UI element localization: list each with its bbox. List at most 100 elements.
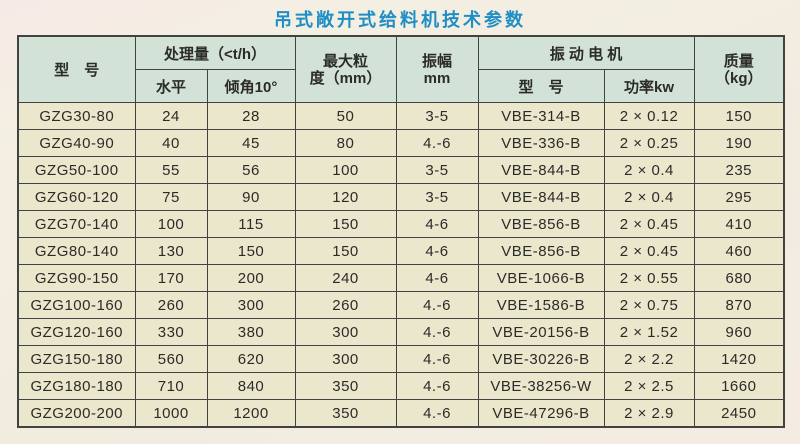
cell-amplitude: 4.-6 bbox=[395, 129, 479, 157]
spec-table: 型 号 处理量（<t/h） 最大粒 度（mm） 振幅 mm 振 动 电 机 质量… bbox=[17, 35, 786, 428]
header-capacity-horizontal: 水平 bbox=[134, 69, 208, 103]
table-row: GZG100-160 260 300 260 4.-6 VBE-1586-B 2… bbox=[17, 291, 785, 319]
cell-mass: 460 bbox=[693, 237, 785, 265]
table-row: GZG80-140 130 150 150 4-6 VBE-856-B 2 × … bbox=[17, 237, 785, 265]
cell-model: GZG70-140 bbox=[17, 210, 136, 238]
cell-mass: 2450 bbox=[693, 399, 785, 428]
cell-capacity-incline: 300 bbox=[206, 291, 296, 319]
header-motor-model: 型 号 bbox=[477, 69, 605, 103]
cell-motor-power: 2 × 0.25 bbox=[603, 129, 695, 157]
cell-model: GZG80-140 bbox=[17, 237, 136, 265]
cell-model: GZG90-150 bbox=[17, 264, 136, 292]
cell-motor-model: VBE-856-B bbox=[477, 210, 605, 238]
cell-mass: 1420 bbox=[693, 345, 785, 373]
cell-motor-model: VBE-844-B bbox=[477, 156, 605, 184]
cell-motor-power: 2 × 0.55 bbox=[603, 264, 695, 292]
cell-amplitude: 4-6 bbox=[395, 264, 479, 292]
cell-motor-power: 2 × 0.4 bbox=[603, 156, 695, 184]
header-motor-power: 功率kw bbox=[603, 69, 695, 103]
cell-amplitude: 3-5 bbox=[395, 156, 479, 184]
cell-capacity-horizontal: 260 bbox=[134, 291, 208, 319]
cell-amplitude: 4.-6 bbox=[395, 318, 479, 346]
cell-motor-model: VBE-38256-W bbox=[477, 372, 605, 400]
header-model: 型 号 bbox=[17, 35, 136, 103]
cell-capacity-incline: 150 bbox=[206, 237, 296, 265]
header-max-size: 最大粒 度（mm） bbox=[294, 35, 397, 103]
cell-motor-power: 2 × 0.75 bbox=[603, 291, 695, 319]
cell-max-size: 150 bbox=[294, 210, 397, 238]
cell-motor-power: 2 × 0.4 bbox=[603, 183, 695, 211]
cell-max-size: 80 bbox=[294, 129, 397, 157]
cell-motor-model: VBE-20156-B bbox=[477, 318, 605, 346]
cell-capacity-horizontal: 560 bbox=[134, 345, 208, 373]
header-mass-line1: 质量 bbox=[723, 52, 754, 70]
cell-capacity-incline: 840 bbox=[206, 372, 296, 400]
cell-amplitude: 4-6 bbox=[395, 237, 479, 265]
cell-motor-model: VBE-844-B bbox=[477, 183, 605, 211]
cell-capacity-incline: 90 bbox=[206, 183, 296, 211]
cell-amplitude: 4.-6 bbox=[395, 345, 479, 373]
cell-max-size: 350 bbox=[294, 372, 397, 400]
cell-model: GZG100-160 bbox=[17, 291, 136, 319]
cell-capacity-incline: 1200 bbox=[206, 399, 296, 428]
cell-max-size: 240 bbox=[294, 264, 397, 292]
cell-model: GZG200-200 bbox=[17, 399, 136, 428]
cell-capacity-horizontal: 710 bbox=[134, 372, 208, 400]
cell-motor-model: VBE-336-B bbox=[477, 129, 605, 157]
cell-amplitude: 4.-6 bbox=[395, 291, 479, 319]
table-row: GZG200-200 1000 1200 350 4.-6 VBE-47296-… bbox=[17, 399, 785, 428]
cell-capacity-horizontal: 40 bbox=[134, 129, 208, 157]
table-row: GZG150-180 560 620 300 4.-6 VBE-30226-B … bbox=[17, 345, 785, 373]
cell-motor-power: 2 × 1.52 bbox=[603, 318, 695, 346]
cell-amplitude: 4.-6 bbox=[395, 372, 479, 400]
header-amplitude-line1: 振幅 bbox=[421, 52, 452, 70]
cell-motor-power: 2 × 0.45 bbox=[603, 210, 695, 238]
cell-motor-model: VBE-1586-B bbox=[477, 291, 605, 319]
cell-motor-power: 2 × 2.2 bbox=[603, 345, 695, 373]
cell-motor-model: VBE-856-B bbox=[477, 237, 605, 265]
table-row: GZG30-80 24 28 50 3-5 VBE-314-B 2 × 0.12… bbox=[17, 102, 785, 130]
cell-capacity-incline: 115 bbox=[206, 210, 296, 238]
cell-amplitude: 4-6 bbox=[395, 210, 479, 238]
cell-capacity-horizontal: 330 bbox=[134, 318, 208, 346]
cell-max-size: 50 bbox=[294, 102, 397, 130]
cell-capacity-horizontal: 55 bbox=[134, 156, 208, 184]
cell-max-size: 260 bbox=[294, 291, 397, 319]
cell-capacity-horizontal: 170 bbox=[134, 264, 208, 292]
cell-model: GZG50-100 bbox=[17, 156, 136, 184]
cell-capacity-horizontal: 100 bbox=[134, 210, 208, 238]
cell-model: GZG120-160 bbox=[17, 318, 136, 346]
header-capacity-incline: 倾角10° bbox=[206, 69, 296, 103]
cell-motor-power: 2 × 2.5 bbox=[603, 372, 695, 400]
cell-max-size: 150 bbox=[294, 237, 397, 265]
cell-motor-model: VBE-314-B bbox=[477, 102, 605, 130]
cell-max-size: 350 bbox=[294, 399, 397, 428]
table-header: 型 号 处理量（<t/h） 最大粒 度（mm） 振幅 mm 振 动 电 机 质量… bbox=[17, 35, 785, 103]
cell-mass: 410 bbox=[693, 210, 785, 238]
cell-capacity-horizontal: 75 bbox=[134, 183, 208, 211]
cell-mass: 680 bbox=[693, 264, 785, 292]
table-row: GZG90-150 170 200 240 4-6 VBE-1066-B 2 ×… bbox=[17, 264, 785, 292]
table-body: GZG30-80 24 28 50 3-5 VBE-314-B 2 × 0.12… bbox=[17, 102, 785, 428]
cell-mass: 1660 bbox=[693, 372, 785, 400]
cell-capacity-incline: 45 bbox=[206, 129, 296, 157]
cell-capacity-horizontal: 130 bbox=[134, 237, 208, 265]
cell-mass: 960 bbox=[693, 318, 785, 346]
cell-model: GZG30-80 bbox=[17, 102, 136, 130]
cell-motor-model: VBE-47296-B bbox=[477, 399, 605, 428]
cell-max-size: 300 bbox=[294, 318, 397, 346]
cell-motor-power: 2 × 0.45 bbox=[603, 237, 695, 265]
cell-amplitude: 3-5 bbox=[395, 102, 479, 130]
cell-amplitude: 3-5 bbox=[395, 183, 479, 211]
cell-model: GZG180-180 bbox=[17, 372, 136, 400]
cell-motor-power: 2 × 2.9 bbox=[603, 399, 695, 428]
header-amplitude: 振幅 mm bbox=[395, 35, 479, 103]
cell-motor-model: VBE-1066-B bbox=[477, 264, 605, 292]
header-amplitude-line2: mm bbox=[423, 69, 451, 87]
cell-capacity-horizontal: 24 bbox=[134, 102, 208, 130]
header-motor-group: 振 动 电 机 bbox=[477, 35, 695, 70]
cell-capacity-incline: 620 bbox=[206, 345, 296, 373]
table-row: GZG70-140 100 115 150 4-6 VBE-856-B 2 × … bbox=[17, 210, 785, 238]
cell-mass: 870 bbox=[693, 291, 785, 319]
